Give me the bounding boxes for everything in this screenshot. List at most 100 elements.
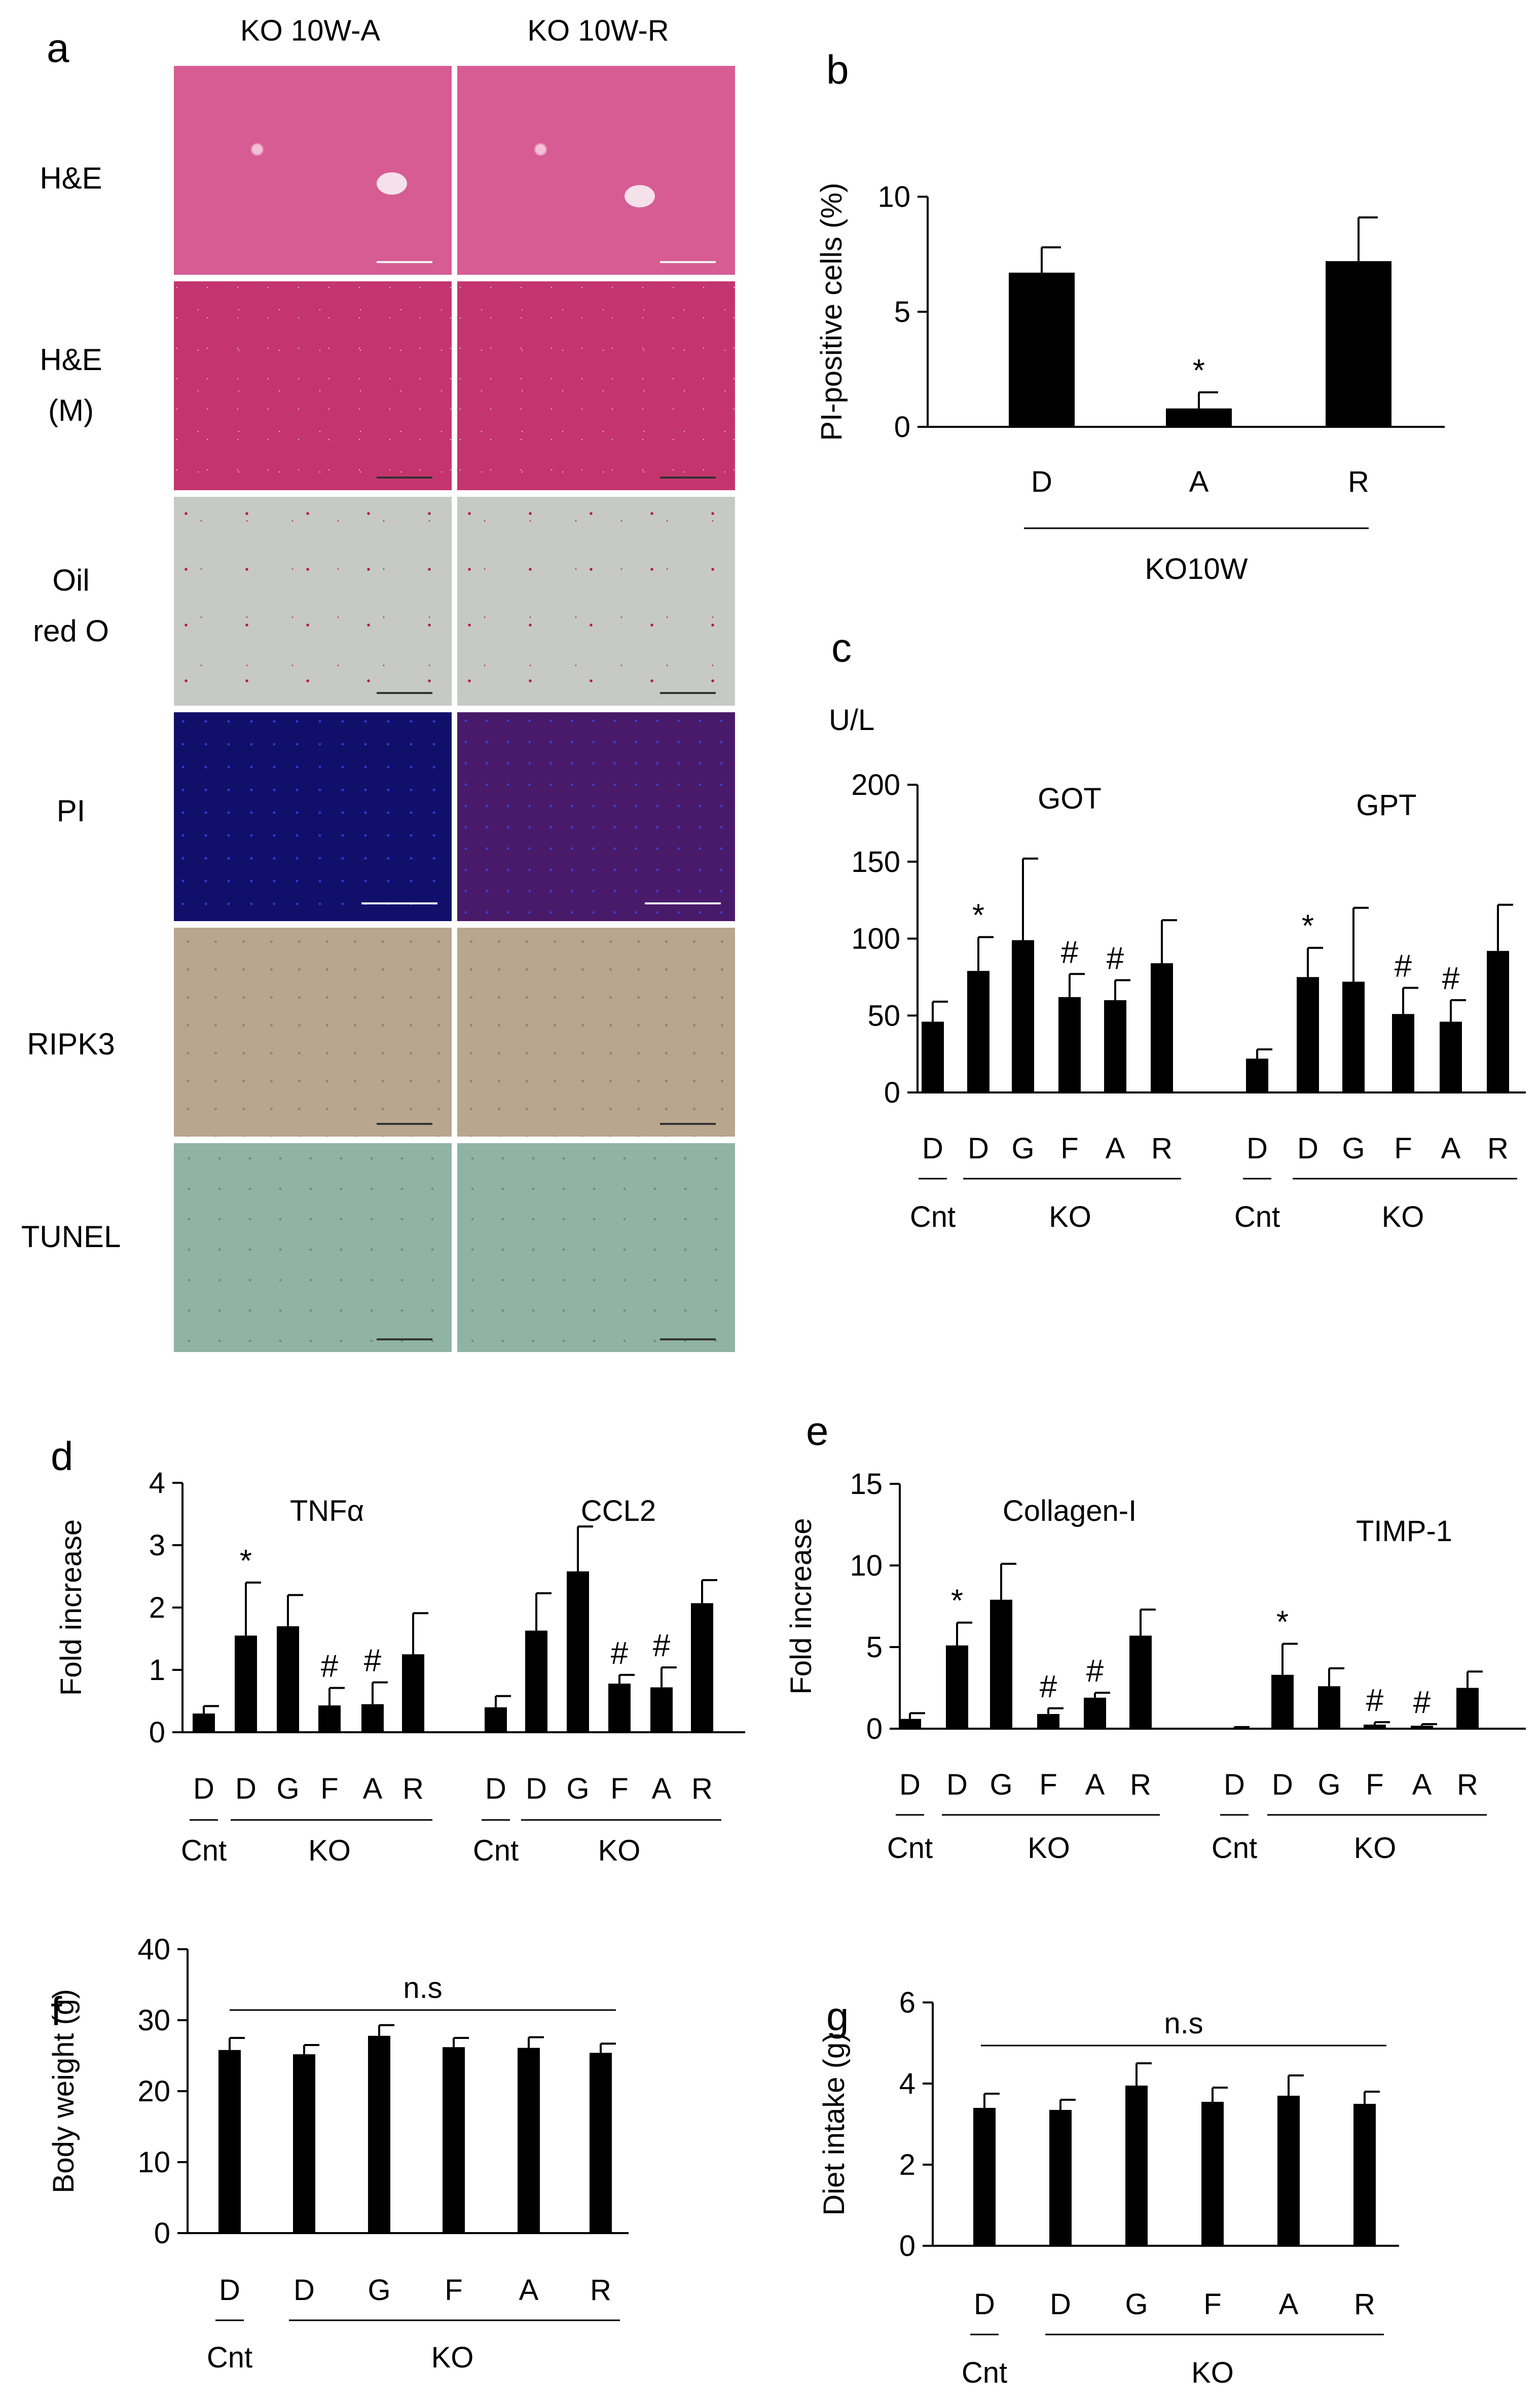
bar	[973, 2108, 996, 2246]
x-tick-label: A	[519, 2274, 539, 2307]
significance-hash: #	[1395, 949, 1412, 984]
x-tick-label: F	[445, 2274, 462, 2307]
x-tick-label: R	[1487, 1132, 1509, 1165]
bar	[193, 1713, 215, 1732]
x-tick-label: D	[922, 1132, 943, 1165]
y-tick-label: 200	[851, 769, 900, 801]
ko-label: KO	[1191, 2356, 1234, 2389]
bar	[567, 1571, 589, 1732]
scale-bar	[645, 902, 721, 904]
micrograph-hem-r	[457, 281, 735, 490]
vessel-shape	[625, 185, 655, 207]
significance-asterisk: *	[1302, 909, 1314, 944]
significance-hash: #	[1366, 1683, 1384, 1718]
y-tick-label: 40	[137, 1933, 170, 1966]
significance-asterisk: *	[240, 1544, 252, 1579]
bar	[1084, 1697, 1106, 1729]
y-tick-label: 0	[154, 2217, 170, 2250]
y-tick-label: 30	[137, 2004, 170, 2037]
row-label-hem: (M)	[48, 393, 94, 427]
scale-bar	[377, 1338, 432, 1340]
bar	[1487, 951, 1509, 1092]
significance-hash: #	[1442, 961, 1460, 996]
chart-b: b 0 5 10 PI-positive cells (%) D * A R KO10W	[815, 47, 1445, 586]
x-tick-label: F	[1060, 1132, 1078, 1165]
significance-hash: #	[653, 1628, 671, 1663]
unit-label: U/L	[829, 704, 874, 737]
bar	[277, 1626, 299, 1732]
y-tick-label: 10	[137, 2146, 170, 2179]
significance-hash: #	[611, 1636, 629, 1671]
significance-hash: #	[1061, 935, 1079, 970]
x-tick-label: G	[1125, 2288, 1148, 2321]
ko-label: KO	[1028, 1832, 1070, 1865]
x-tick-label: D	[485, 1772, 506, 1805]
significance-hash: #	[364, 1644, 382, 1679]
micrograph-ripk-r	[457, 928, 735, 1137]
cnt-label: Cnt	[887, 1832, 933, 1865]
significance-asterisk: *	[1193, 353, 1205, 388]
bar	[1201, 2102, 1224, 2246]
scale-bar	[660, 1123, 716, 1125]
micrograph-hem-a	[174, 281, 452, 490]
x-tick-label: D	[974, 2288, 995, 2321]
x-tick-label: D	[219, 2274, 240, 2307]
scale-bar	[660, 477, 716, 479]
scale-bar	[377, 1123, 432, 1125]
significance-asterisk: *	[951, 1584, 963, 1619]
bar	[1277, 2096, 1300, 2246]
x-tick-label: A	[1106, 1132, 1125, 1165]
y-tick-label: 10	[850, 1549, 883, 1582]
panel-a: a KO 10W-A KO 10W-R H&E H&E (M) Oil red O PI R…	[21, 14, 669, 1254]
bar	[1440, 1021, 1462, 1092]
bar	[691, 1603, 713, 1732]
scale-bar	[660, 1338, 716, 1340]
y-tick-label: 150	[851, 846, 900, 879]
x-tick-label: R	[1348, 465, 1369, 498]
group-label: KO10W	[1145, 553, 1248, 586]
micrograph-oil-r	[457, 497, 735, 706]
scale-bar	[377, 261, 432, 263]
x-tick-label: D	[968, 1132, 989, 1165]
bar	[1104, 1000, 1126, 1092]
scale-bar	[361, 902, 437, 904]
ko-label: KO	[1382, 1200, 1424, 1233]
cnt-label: Cnt	[181, 1834, 227, 1867]
bar	[235, 1635, 257, 1732]
micrograph-oil-a	[174, 497, 452, 706]
panel-letter: c	[831, 625, 852, 670]
group-name: TNFα	[290, 1494, 364, 1527]
significance-hash: #	[321, 1649, 339, 1684]
y-tick-label: 0	[884, 1076, 900, 1109]
x-tick-label: D	[294, 2274, 315, 2307]
y-axis-label: PI-positive cells (%)	[815, 183, 848, 441]
chart-f: f 0 10 20 30 40 Body weight (g) D D G F A R Cnt KO n.s	[47, 1933, 629, 2374]
x-tick-label: D	[899, 1768, 921, 1801]
y-tick-label: 6	[899, 1986, 915, 2019]
y-tick-label: 15	[850, 1468, 883, 1501]
row-label-tunel: TUNEL	[21, 1220, 121, 1254]
micrograph-tunel-a	[174, 1143, 452, 1352]
x-tick-label: D	[946, 1768, 968, 1801]
bar	[1326, 261, 1391, 427]
chart-g: g 0 2 4 6 Diet intake (g) D D G F A R Cnt KO n.s	[818, 1986, 1399, 2389]
x-tick-label: G	[1342, 1132, 1365, 1165]
bar	[590, 2053, 612, 2233]
row-label-pi: PI	[57, 794, 86, 828]
y-tick-label: 4	[899, 2067, 915, 2100]
scale-bar	[377, 477, 432, 479]
cnt-label: Cnt	[207, 2341, 252, 2374]
panel-letter: g	[826, 1994, 849, 2039]
bar	[1012, 940, 1034, 1092]
group-name: Collagen-I	[1003, 1494, 1137, 1527]
x-tick-label: G	[276, 1772, 299, 1805]
x-tick-label: A	[363, 1772, 383, 1805]
cnt-label: Cnt	[1212, 1832, 1257, 1865]
x-tick-label: G	[1011, 1132, 1034, 1165]
y-axis-label: Fold increase	[785, 1518, 818, 1694]
bar	[899, 1719, 921, 1729]
bar	[218, 2050, 241, 2233]
bar	[967, 971, 990, 1092]
